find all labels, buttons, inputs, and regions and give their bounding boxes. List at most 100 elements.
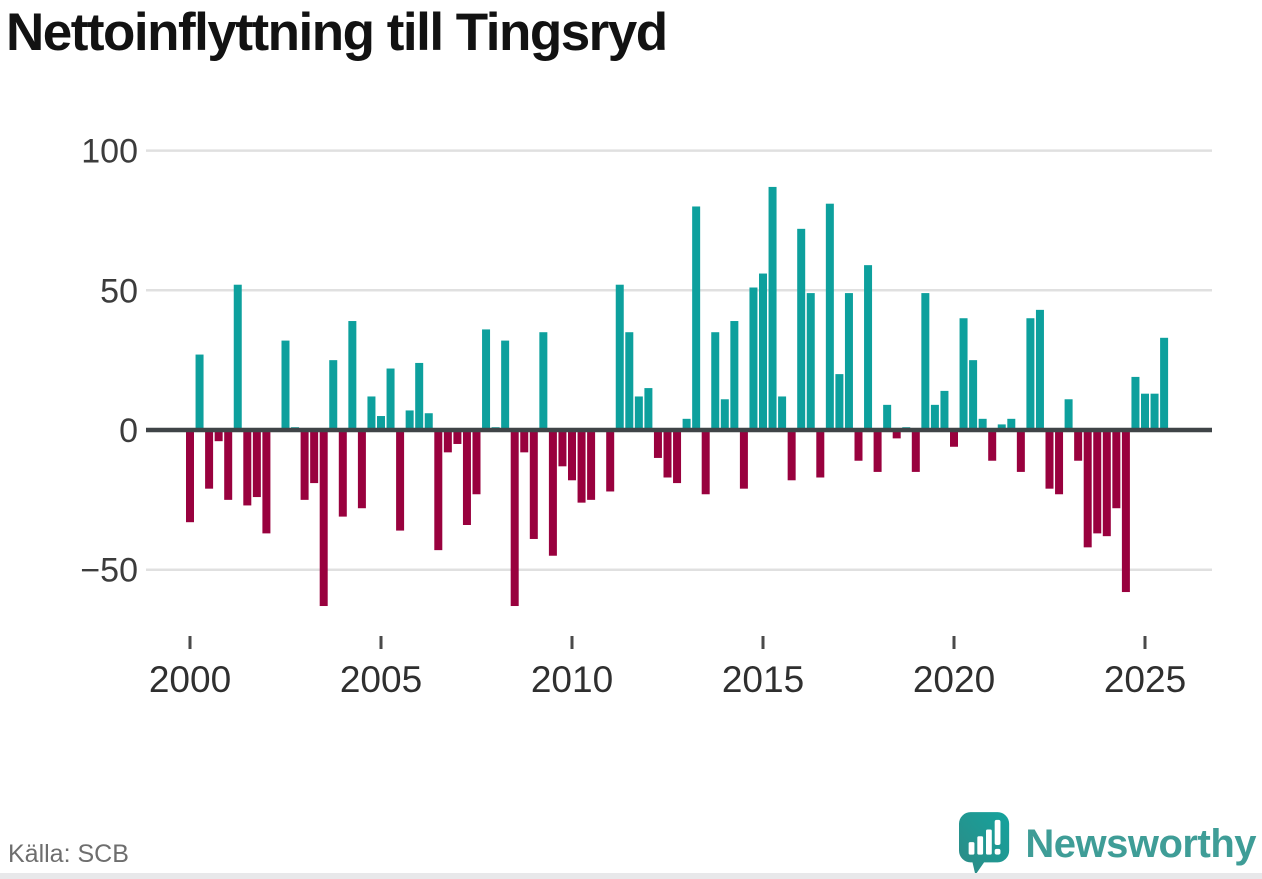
newsworthy-logo-icon [959,812,1010,875]
bar-2014-q4 [749,287,758,430]
bar-2002-q3 [281,340,290,430]
bar-2024-q4 [1131,376,1140,430]
bar-2017-q1 [835,374,844,430]
source-note: Källa: SCB [8,840,129,868]
bar-2023-q3 [1083,430,1092,548]
bar-2001-q1 [224,430,233,500]
x-axis-label-2020: 2020 [913,659,995,700]
bar-2014-q3 [739,430,748,489]
bar-2021-q4 [1016,430,1025,472]
bar-2005-q1 [377,416,385,430]
bar-2010-q1 [568,430,576,481]
bar-2017-q4 [864,265,873,430]
bar-2000-q4 [214,430,223,442]
bar-2016-q2 [806,293,815,430]
bar-2024-q2 [1112,430,1121,509]
x-axis-label-2010: 2010 [531,659,613,700]
bar-2008-q2 [501,340,510,430]
bar-2018-q3 [892,430,901,439]
bar-2010-q3 [587,430,596,500]
y-axis-label-0: 0 [119,412,138,450]
bar-2008-q4 [520,430,529,453]
bar-2000-q2 [195,354,204,430]
bar-2014-q1 [720,399,729,430]
bottom-edge-strip [0,873,1262,879]
bar-2016-q4 [825,203,834,430]
bar-2002-q1 [262,430,271,534]
mini-bar-chart-glyph [969,819,1001,855]
bar-2011-q1 [606,430,615,492]
bar-2009-q3 [548,430,557,556]
bar-2011-q2 [615,284,624,430]
bar-2013-q4 [711,332,720,430]
y-axis-label-50: 50 [100,272,138,310]
bar-2003-q2 [310,430,319,484]
bar-2001-q2 [233,284,242,430]
bar-2012-q3 [663,430,672,478]
bar-2018-q2 [883,404,892,430]
bar-2004-q3 [357,430,366,509]
x-axis-label-2015: 2015 [722,659,804,700]
bar-2000-q3 [205,430,214,489]
bar-2003-q3 [319,430,328,607]
bar-2019-q4 [940,390,949,430]
bar-2021-q2 [997,424,1006,430]
bar-2005-q4 [405,410,414,430]
bar-2007-q1 [453,430,462,444]
bar-2019-q2 [921,293,930,430]
bar-2014-q2 [730,321,739,430]
bar-2015-q1 [759,273,767,430]
bar-2006-q1 [415,362,424,430]
bar-2015-q2 [768,186,777,430]
net-migration-bar-chart: 100 50 0 −50 2000 2005 2010 2015 2020 2025 [80,133,1212,700]
bar-2005-q3 [396,430,405,531]
bar-2022-q4 [1055,430,1064,495]
bar-2019-q1 [911,430,920,472]
bar-2020-q3 [969,360,978,430]
bar-2011-q4 [634,396,643,430]
bar-2025-q1 [1141,393,1149,430]
bar-2021-q1 [988,430,997,461]
bar-2009-q1 [529,430,538,539]
bar-2013-q1 [682,418,691,430]
bar-2025-q3 [1160,337,1169,430]
bar-2006-q3 [434,430,443,551]
bar-2024-q3 [1121,430,1130,593]
bar-2022-q3 [1045,430,1054,489]
bar-2007-q3 [472,430,481,495]
bar-2018-q1 [873,430,882,472]
bar-2005-q2 [386,368,395,430]
bar-2004-q4 [367,396,376,430]
bar-2013-q2 [692,206,701,430]
bar-2012-q1 [644,388,653,430]
x-axis-label-2000: 2000 [149,659,231,700]
bar-2020-q1 [950,430,958,447]
bar-2000-q1 [186,430,194,523]
bar-2016-q3 [816,430,825,478]
bar-2007-q4 [482,329,491,430]
bar-2006-q2 [424,413,433,430]
bar-2007-q2 [462,430,471,525]
bar-2019-q3 [930,404,939,430]
bar-2016-q1 [797,228,806,430]
bar-2008-q3 [510,430,519,607]
bar-2011-q3 [625,332,634,430]
bar-2004-q1 [338,430,347,517]
bar-2001-q3 [243,430,252,506]
bar-2003-q1 [300,430,309,500]
bar-2023-q2 [1074,430,1083,461]
bar-2022-q2 [1035,309,1044,430]
bar-2023-q1 [1064,399,1073,430]
bar-2015-q3 [778,396,787,430]
bar-2004-q2 [348,321,357,430]
x-axis-label-2025: 2025 [1104,659,1186,700]
bar-2022-q1 [1026,318,1035,430]
bar-2009-q4 [558,430,567,467]
bar-2017-q2 [844,293,853,430]
bar-2009-q2 [539,332,548,430]
speech-bubble-shape [959,812,1010,875]
newsworthy-logo: Newsworthy [959,812,1256,876]
bar-2012-q2 [653,430,662,458]
bar-2025-q2 [1150,393,1159,430]
y-axis-label-100: 100 [81,133,138,171]
